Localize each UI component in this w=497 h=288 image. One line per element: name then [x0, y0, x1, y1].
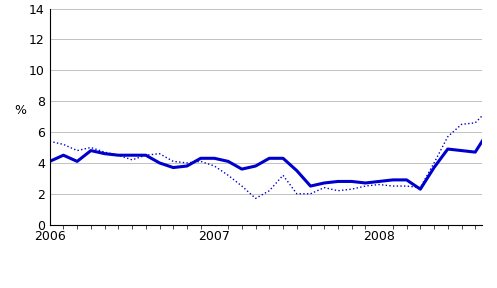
- Mekki: [472, 150, 478, 154]
- Markki: [294, 192, 300, 196]
- Markki: [239, 184, 245, 188]
- Markki: [280, 174, 286, 177]
- Mekki: [143, 154, 149, 157]
- Mekki: [61, 154, 67, 157]
- Mekki: [280, 157, 286, 160]
- Markki: [47, 140, 53, 143]
- Mekki: [184, 164, 190, 168]
- Markki: [362, 184, 368, 188]
- Mekki: [115, 154, 121, 157]
- Mekki: [88, 149, 94, 152]
- Line: Mekki: Mekki: [50, 106, 497, 189]
- Markki: [459, 123, 465, 126]
- Mekki: [239, 167, 245, 171]
- Markki: [266, 189, 272, 192]
- Mekki: [486, 129, 492, 132]
- Markki: [74, 149, 80, 152]
- Markki: [417, 186, 423, 189]
- Mekki: [390, 178, 396, 182]
- Markki: [431, 161, 437, 165]
- Markki: [61, 143, 67, 146]
- Mekki: [129, 154, 135, 157]
- Markki: [472, 121, 478, 124]
- Mekki: [321, 181, 327, 185]
- Markki: [129, 158, 135, 162]
- Markki: [170, 160, 176, 163]
- Line: Markki: Markki: [50, 39, 497, 198]
- Markki: [211, 164, 217, 168]
- Mekki: [211, 157, 217, 160]
- Markki: [445, 135, 451, 139]
- Markki: [376, 183, 382, 186]
- Mekki: [445, 147, 451, 151]
- Markki: [390, 184, 396, 188]
- Y-axis label: %: %: [14, 104, 27, 117]
- Mekki: [349, 180, 355, 183]
- Markki: [225, 174, 231, 177]
- Markki: [115, 154, 121, 157]
- Mekki: [47, 160, 53, 163]
- Mekki: [376, 180, 382, 183]
- Markki: [157, 152, 163, 156]
- Mekki: [170, 166, 176, 169]
- Markki: [101, 150, 107, 154]
- Markki: [321, 186, 327, 189]
- Mekki: [335, 180, 341, 183]
- Markki: [335, 189, 341, 192]
- Mekki: [101, 152, 107, 156]
- Mekki: [294, 169, 300, 172]
- Mekki: [417, 187, 423, 191]
- Mekki: [198, 157, 204, 160]
- Mekki: [266, 157, 272, 160]
- Markki: [88, 146, 94, 149]
- Markki: [198, 160, 204, 163]
- Mekki: [459, 149, 465, 152]
- Mekki: [308, 184, 314, 188]
- Markki: [486, 107, 492, 111]
- Mekki: [362, 181, 368, 185]
- Mekki: [431, 166, 437, 169]
- Mekki: [74, 160, 80, 163]
- Mekki: [157, 161, 163, 165]
- Mekki: [404, 178, 410, 182]
- Markki: [252, 197, 258, 200]
- Markki: [143, 154, 149, 157]
- Markki: [184, 161, 190, 165]
- Markki: [349, 187, 355, 191]
- Mekki: [252, 164, 258, 168]
- Markki: [404, 184, 410, 188]
- Mekki: [225, 160, 231, 163]
- Markki: [308, 192, 314, 196]
